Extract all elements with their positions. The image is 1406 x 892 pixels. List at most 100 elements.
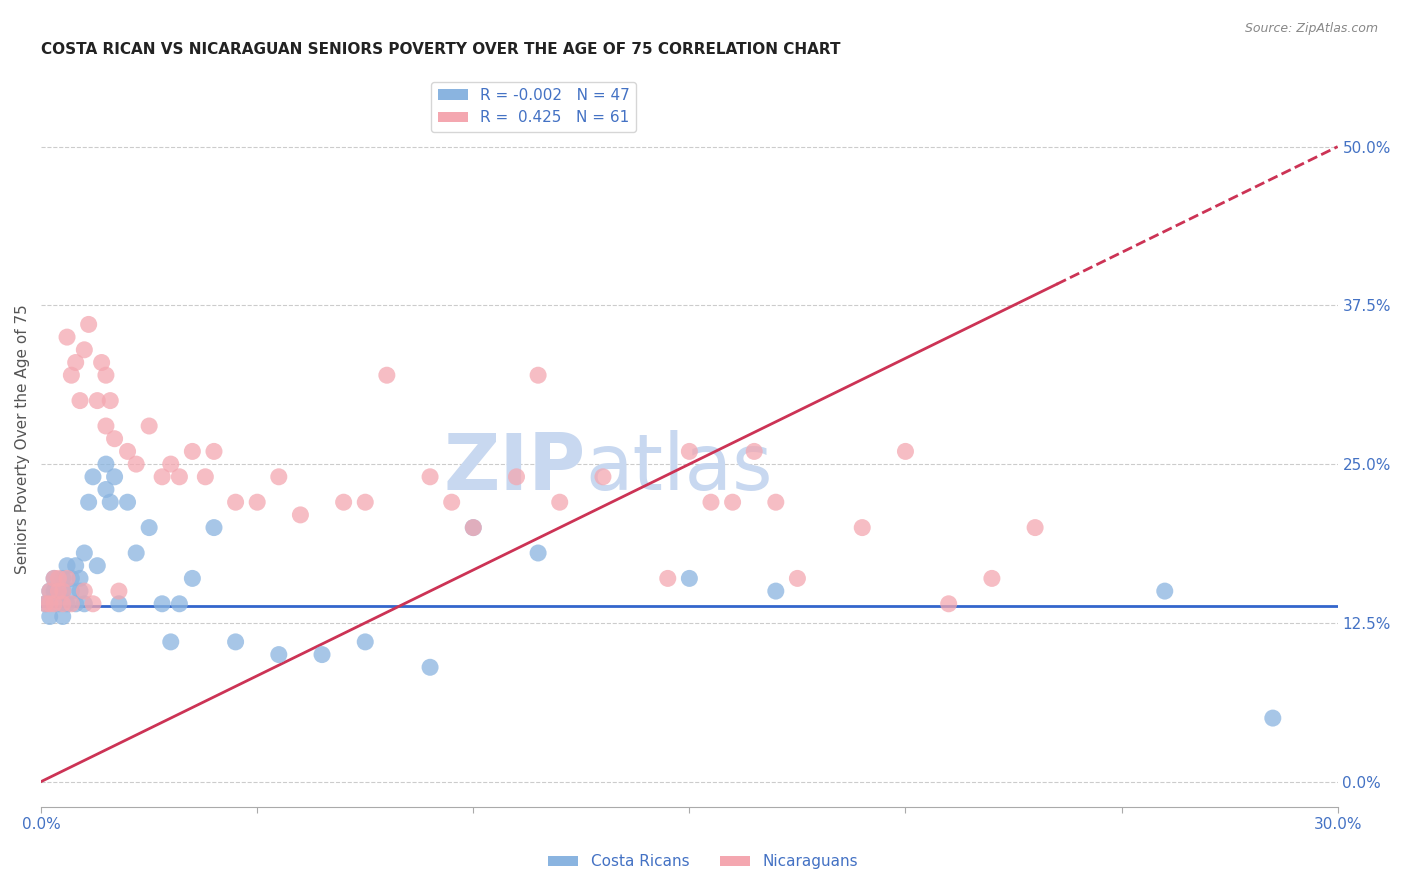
Point (463, 520, 485, 534)
Point (700, 495, 723, 509)
Point (150, 597, 173, 611)
Point (34, 597, 56, 611)
Point (90, 355, 112, 369)
Point (150, 470, 173, 484)
Point (267, 470, 290, 484)
Point (354, 495, 377, 509)
Point (678, 571, 700, 585)
Point (73, 343, 96, 357)
Point (354, 635, 377, 649)
Point (181, 571, 204, 585)
Point (181, 444, 204, 458)
Point (117, 495, 139, 509)
Point (56, 571, 79, 585)
Point (419, 470, 441, 484)
Point (202, 444, 225, 458)
Point (527, 546, 550, 560)
Point (38, 584, 60, 599)
Point (94, 419, 117, 434)
Point (94, 457, 117, 471)
Point (52, 584, 75, 599)
Point (246, 495, 269, 509)
Point (125, 457, 148, 471)
Point (657, 571, 679, 585)
Point (65, 355, 87, 369)
Point (48, 584, 70, 599)
Point (34, 597, 56, 611)
Point (42, 571, 65, 585)
Point (440, 495, 463, 509)
Point (138, 520, 160, 534)
Point (69, 393, 91, 408)
Point (1261, 711, 1284, 725)
Point (169, 470, 191, 484)
Point (73, 584, 96, 599)
Point (1024, 520, 1046, 534)
Point (159, 457, 181, 471)
Y-axis label: Seniors Poverty Over the Age of 75: Seniors Poverty Over the Age of 75 (15, 304, 30, 574)
Point (42, 584, 65, 599)
Point (786, 571, 808, 585)
Point (42, 571, 65, 585)
Point (56, 597, 79, 611)
Text: Source: ZipAtlas.com: Source: ZipAtlas.com (1244, 22, 1378, 36)
Point (56, 330, 79, 344)
Text: COSTA RICAN VS NICARAGUAN SENIORS POVERTY OVER THE AGE OF 75 CORRELATION CHART: COSTA RICAN VS NICARAGUAN SENIORS POVERT… (41, 42, 841, 57)
Point (73, 546, 96, 560)
Point (52, 597, 75, 611)
Point (38, 584, 60, 599)
Point (82, 597, 104, 611)
Legend: Costa Ricans, Nicaraguans: Costa Ricans, Nicaraguans (541, 848, 865, 875)
Point (463, 520, 485, 534)
Point (48, 571, 70, 585)
Point (765, 495, 787, 509)
Point (117, 444, 139, 458)
Point (60, 597, 83, 611)
Point (678, 444, 700, 458)
Point (225, 635, 247, 649)
Point (938, 597, 960, 611)
Point (48, 597, 70, 611)
Point (38, 609, 60, 624)
Point (894, 444, 917, 458)
Point (98, 495, 121, 509)
Point (980, 571, 1002, 585)
Point (765, 584, 787, 599)
Text: ZIP: ZIP (443, 430, 586, 506)
Point (169, 597, 191, 611)
Point (69, 584, 91, 599)
Point (77, 495, 100, 509)
Point (73, 597, 96, 611)
Point (98, 393, 121, 408)
Point (505, 470, 527, 484)
Point (60, 571, 83, 585)
Point (94, 368, 117, 383)
Point (851, 520, 873, 534)
Legend: R = -0.002   N = 47, R =  0.425   N = 61: R = -0.002 N = 47, R = 0.425 N = 61 (432, 82, 636, 132)
Point (290, 508, 312, 522)
Point (125, 546, 148, 560)
Point (52, 584, 75, 599)
Point (69, 571, 91, 585)
Point (1153, 584, 1175, 599)
Point (332, 495, 354, 509)
Point (94, 483, 117, 497)
Text: atlas: atlas (586, 430, 773, 506)
Point (419, 660, 441, 674)
Point (48, 584, 70, 599)
Point (86, 558, 108, 573)
Point (375, 368, 398, 383)
Point (65, 597, 87, 611)
Point (159, 635, 181, 649)
Point (138, 419, 160, 434)
Point (548, 495, 571, 509)
Point (60, 584, 83, 599)
Point (108, 584, 131, 599)
Point (721, 495, 744, 509)
Point (65, 558, 87, 573)
Point (742, 444, 765, 458)
Point (82, 470, 104, 484)
Point (42, 597, 65, 611)
Point (56, 558, 79, 573)
Point (38, 597, 60, 611)
